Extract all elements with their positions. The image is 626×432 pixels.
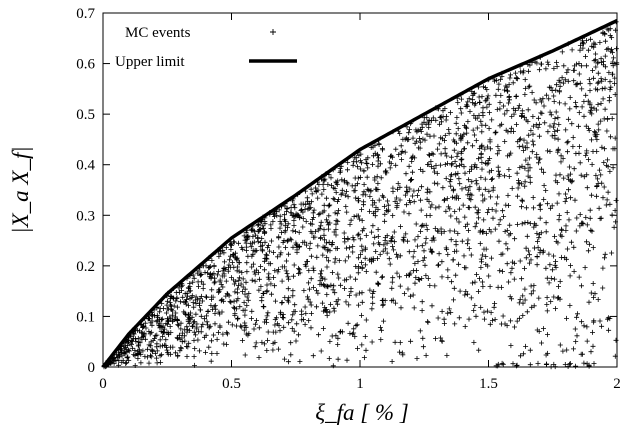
legend-label-mc-events: MC events	[125, 25, 191, 41]
x-tick-label: 0	[99, 376, 107, 392]
upper-limit-line	[101, 19, 618, 369]
y-tick-label: 0.2	[76, 259, 95, 275]
legend-marker-mc-events	[270, 29, 276, 35]
y-tick-label: 0.4	[76, 158, 95, 174]
y-tick-label: 0	[88, 360, 96, 376]
y-tick-label: 0.7	[76, 6, 95, 22]
x-tick-label: 2	[613, 376, 621, 392]
x-tick-label: 1	[356, 376, 364, 392]
y-tick-label: 0.1	[76, 309, 95, 325]
legend-label-upper-limit: Upper limit	[115, 54, 185, 70]
legend: MC events Upper limit	[115, 25, 297, 70]
x-tick-label: 0.5	[222, 376, 241, 392]
legend-plus-marker	[270, 29, 276, 35]
x-tick-label: 1.5	[479, 376, 498, 392]
y-axis-title: |X_a X_f|	[8, 146, 33, 233]
y-tick-label: 0.6	[76, 57, 95, 73]
y-tick-label: 0.3	[76, 208, 95, 224]
mc-event-markers	[101, 19, 620, 370]
y-tick-label: 0.5	[76, 107, 95, 123]
axis-ticks: 0 0.5 1 1.5 2 0 0.1 0.2 0.3 0.4 0.5 0.6 0.7	[76, 6, 621, 392]
x-axis-title: ξ_fa [ % ]	[315, 400, 409, 425]
mc-events-layer	[101, 19, 620, 370]
